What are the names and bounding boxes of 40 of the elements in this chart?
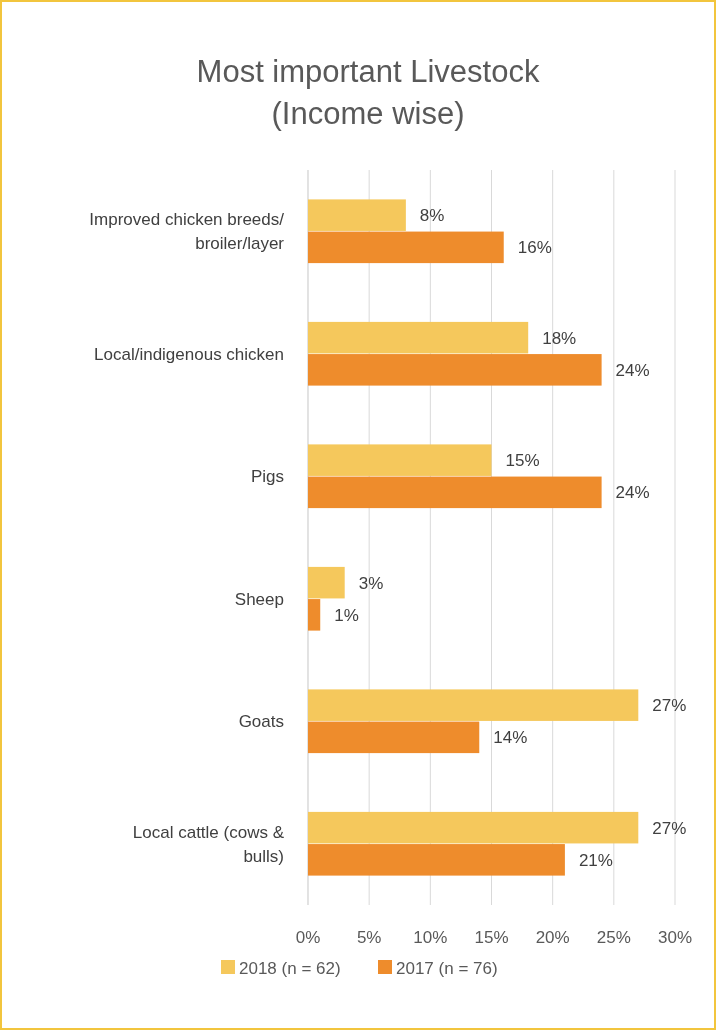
y-tick-label: Pigs — [250, 467, 284, 487]
y-tick-label: Local cattle (cows & bulls) — [132, 822, 285, 866]
bar — [308, 231, 504, 264]
bar — [308, 689, 639, 721]
legend-label: 2018 (n = 62) — [239, 959, 341, 978]
x-tick-label: 10% — [413, 928, 448, 947]
bar — [308, 444, 492, 476]
bar — [308, 199, 406, 231]
bar — [308, 566, 345, 599]
bar — [308, 599, 321, 631]
bar — [308, 811, 639, 844]
data-label: 15% — [505, 451, 540, 471]
x-tick-label: 20% — [535, 928, 570, 947]
data-label: 1% — [334, 605, 359, 625]
x-tick-label: 30% — [657, 928, 693, 947]
y-tick-label: Goats — [238, 712, 284, 732]
bar — [308, 354, 602, 386]
bar — [308, 721, 480, 754]
legend-label: 2017 (n = 76) — [396, 959, 498, 978]
bar — [308, 476, 602, 509]
y-tick-label: Local/indigenous chicken — [94, 344, 284, 364]
x-tick-label: 15% — [474, 928, 509, 947]
data-label: 27% — [652, 818, 687, 838]
x-tick-label: 25% — [596, 928, 631, 947]
y-tick-label: Improved chicken breeds/ broiler/layer — [89, 210, 285, 254]
data-label: 16% — [517, 238, 552, 258]
data-label: 18% — [542, 328, 577, 348]
chart-title: Most important Livestock (Income wise) — [196, 54, 540, 131]
data-label: 3% — [358, 573, 384, 593]
y-tick-label: Sheep — [234, 589, 284, 609]
data-label: 21% — [578, 850, 613, 870]
data-label: 27% — [652, 696, 687, 716]
x-tick-label: 5% — [356, 928, 382, 947]
bar — [308, 321, 529, 354]
bar — [308, 844, 565, 876]
data-label: 14% — [493, 728, 528, 748]
data-label: 24% — [615, 360, 650, 380]
data-label: 24% — [615, 483, 650, 503]
x-tick-label: 0% — [295, 928, 321, 947]
data-label: 8% — [419, 206, 445, 226]
